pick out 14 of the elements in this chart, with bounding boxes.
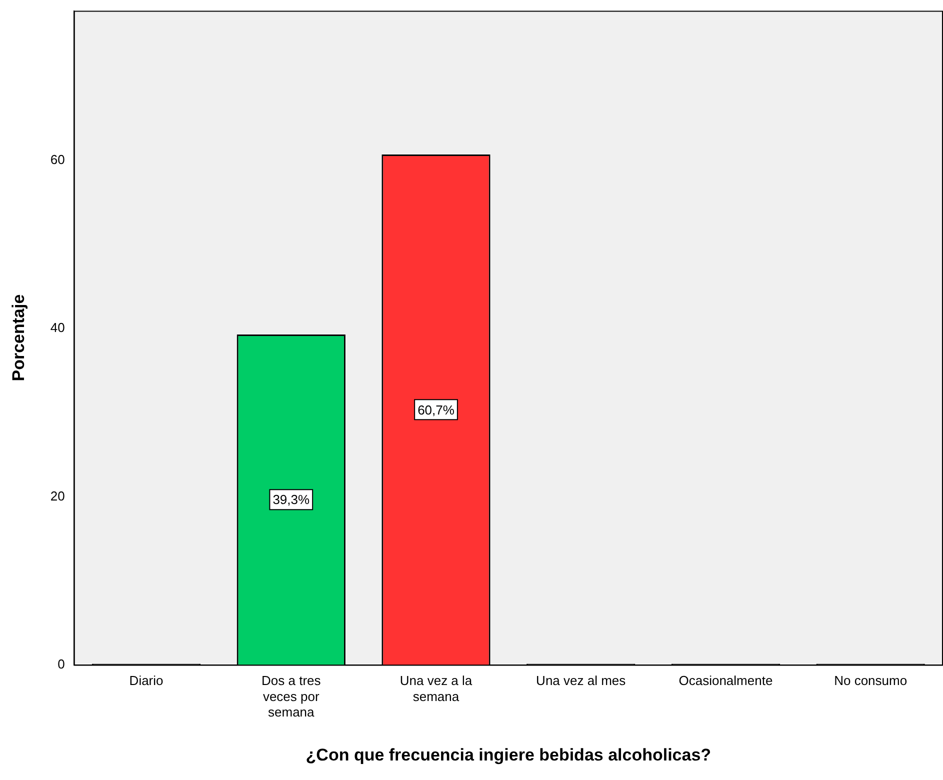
data-label: 60,7% [418, 402, 455, 418]
x-tick-label: Una vez a la semana [400, 673, 473, 704]
y-tick-label: 0 [58, 656, 65, 672]
y-tick-label: 40 [50, 320, 65, 336]
x-tick-label: Diario [129, 673, 164, 688]
x-axis-title: ¿Con que frecuencia ingiere bebidas alcoholicas? [306, 745, 712, 764]
x-tick-label: Dos a tres veces por semana [262, 673, 322, 720]
x-tick-label: No consumo [834, 673, 908, 688]
data-label: 39,3% [272, 492, 310, 508]
x-tick-label: Ocasionalmente [678, 673, 773, 688]
y-tick-label: 20 [50, 488, 65, 504]
y-axis-title: Porcentaje [8, 294, 28, 382]
y-tick-label: 60 [50, 152, 65, 168]
x-tick-label: Una vez al mes [536, 673, 626, 688]
